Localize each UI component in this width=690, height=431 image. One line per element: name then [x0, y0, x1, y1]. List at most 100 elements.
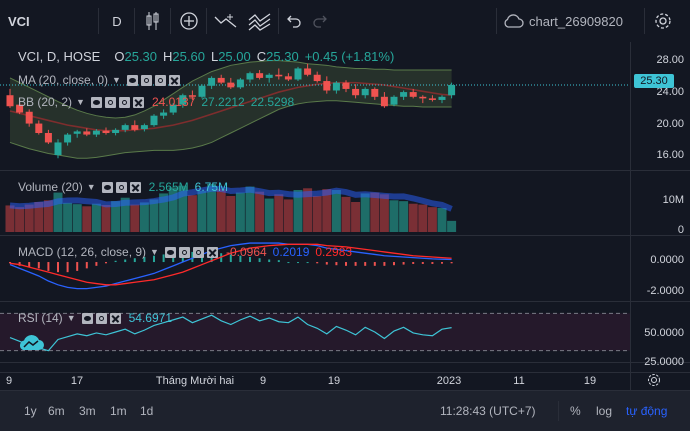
chart-settings-button[interactable] — [646, 372, 662, 388]
indicators-button[interactable] — [176, 0, 202, 42]
candle-body — [198, 85, 206, 97]
macd-histogram-bar — [402, 262, 405, 265]
candle-body — [16, 104, 24, 113]
volume-bar — [168, 187, 178, 232]
range-1m-button[interactable]: 1m — [110, 404, 127, 418]
macd-histogram-bar — [153, 255, 155, 263]
chevron-down-icon[interactable]: ▼ — [66, 313, 76, 323]
volume-bar — [408, 203, 418, 232]
volume-bar — [5, 205, 15, 232]
chevron-down-icon[interactable]: ▼ — [86, 182, 96, 192]
gear-icon[interactable] — [154, 74, 166, 86]
bollinger-lower-line — [9, 100, 452, 159]
volume-bar — [437, 208, 447, 232]
price-tick: 28.00 — [656, 54, 684, 66]
close-icon[interactable] — [129, 181, 141, 193]
volume-bar — [15, 207, 25, 232]
rsi-legend[interactable]: RSI (14) ▼ 54.6971 — [18, 311, 172, 325]
close-icon[interactable] — [132, 96, 144, 108]
gear-icon[interactable] — [192, 246, 204, 258]
volume-bar — [207, 184, 217, 232]
candle-body — [160, 112, 168, 116]
macd-signal-value: 0.2983 — [315, 245, 353, 259]
price-tick: 24.00 — [656, 86, 684, 98]
gear-icon[interactable] — [115, 181, 127, 193]
candle-body — [102, 130, 110, 134]
candle-body — [54, 142, 62, 156]
range-1d-button[interactable]: 1d — [140, 404, 154, 418]
eye-icon[interactable] — [81, 312, 93, 324]
chevron-down-icon[interactable]: ▼ — [76, 97, 85, 107]
price-tick: 20.00 — [656, 118, 684, 130]
volume-bar — [283, 199, 293, 232]
percent-scale-button[interactable]: % — [570, 404, 581, 418]
chevron-down-icon[interactable]: ▼ — [150, 247, 159, 257]
bottom-toolbar: 1y 6m 3m 1m 1d 11:28:43 (UTC+7) % log tự… — [0, 390, 690, 431]
close-icon[interactable] — [206, 246, 218, 258]
volume-legend[interactable]: Volume (20) ▼ 2.565M 6.75M — [18, 180, 228, 194]
compare-button[interactable] — [210, 0, 242, 42]
volume-bar — [245, 186, 255, 232]
chart-style-button[interactable] — [140, 0, 166, 42]
gear-icon — [655, 13, 671, 29]
candle-body — [44, 133, 52, 143]
auto-scale-button[interactable]: tự động — [626, 404, 668, 418]
candle-body — [313, 74, 321, 82]
eye-icon[interactable] — [90, 96, 102, 108]
close-icon[interactable] — [168, 74, 180, 86]
symbol-search-button[interactable]: VCI — [8, 13, 30, 29]
templates-button[interactable] — [244, 0, 276, 42]
macd-histogram-bar — [162, 254, 165, 263]
candle-body — [73, 131, 81, 134]
gear-icon[interactable] — [178, 246, 190, 258]
macd-tick: -2.0000 — [646, 285, 684, 297]
log-scale-button[interactable]: log — [596, 404, 613, 418]
redo-button[interactable] — [308, 0, 332, 42]
macd-histogram-bar — [287, 262, 290, 264]
gear-icon[interactable] — [104, 96, 116, 108]
candle-body — [390, 96, 398, 105]
candle-body — [400, 92, 408, 97]
volume-bar — [91, 203, 101, 232]
candle-body — [236, 79, 244, 88]
chevron-down-icon[interactable]: ▼ — [112, 75, 121, 85]
eye-icon[interactable] — [126, 74, 138, 86]
undo-button[interactable] — [282, 0, 306, 42]
candle-body — [419, 96, 427, 99]
range-6m-button[interactable]: 6m — [48, 404, 65, 418]
macd-value: 0.2019 — [272, 245, 310, 259]
chart-name-label: chart_26909820 — [529, 13, 623, 29]
macd-legend[interactable]: MACD (12, 26, close, 9) ▼ -0.0964 0.2019… — [18, 245, 352, 259]
bb-legend[interactable]: BB (20, 2) ▼ 24.0137 27.2212 22.5298 — [18, 95, 294, 109]
eye-icon[interactable] — [164, 246, 176, 258]
volume-bar — [120, 197, 130, 232]
toolbar-divider — [206, 8, 207, 34]
macd-histogram-bar — [364, 262, 367, 266]
settings-button[interactable] — [650, 0, 676, 42]
gear-icon[interactable] — [95, 312, 107, 324]
gear-icon[interactable] — [140, 74, 152, 86]
time-tick: 11 — [513, 375, 525, 387]
volume-value-1: 2.565M — [148, 180, 189, 194]
volume-bar — [34, 202, 44, 232]
range-3m-button[interactable]: 3m — [79, 404, 96, 418]
interval-button[interactable]: D — [112, 13, 122, 29]
chart-canvas[interactable] — [0, 42, 690, 390]
volume-bar — [63, 202, 73, 232]
volume-bar — [360, 193, 370, 232]
chart-area[interactable]: VCI, D, HOSE O 25.30 H 25.60 L 25.00 C 25.30… — [0, 42, 690, 390]
save-layout-button[interactable]: chart_26909820 — [502, 0, 642, 42]
ma-legend[interactable]: MA (20, close, 0) ▼ — [18, 73, 180, 87]
volume-tick: 10M — [662, 194, 684, 206]
high-label: H — [163, 49, 173, 64]
eye-icon[interactable] — [101, 181, 113, 193]
volume-bar — [351, 202, 361, 232]
close-icon[interactable] — [109, 312, 121, 324]
gear-icon[interactable] — [118, 96, 130, 108]
volume-tick: 0 — [677, 224, 684, 236]
range-1y-button[interactable]: 1y — [24, 404, 37, 418]
candle-body — [83, 131, 91, 135]
time-tick: 19 — [327, 375, 341, 387]
timezone-clock[interactable]: 11:28:43 (UTC+7) — [440, 404, 536, 418]
candle-body — [208, 77, 216, 86]
